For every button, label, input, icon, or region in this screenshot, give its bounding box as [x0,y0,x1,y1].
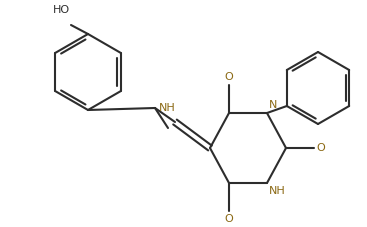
Text: O: O [225,214,233,224]
Text: O: O [225,72,233,82]
Text: HO: HO [52,5,70,15]
Text: N: N [269,100,277,110]
Text: NH: NH [269,186,286,196]
Text: NH: NH [159,103,176,113]
Text: O: O [316,143,325,153]
